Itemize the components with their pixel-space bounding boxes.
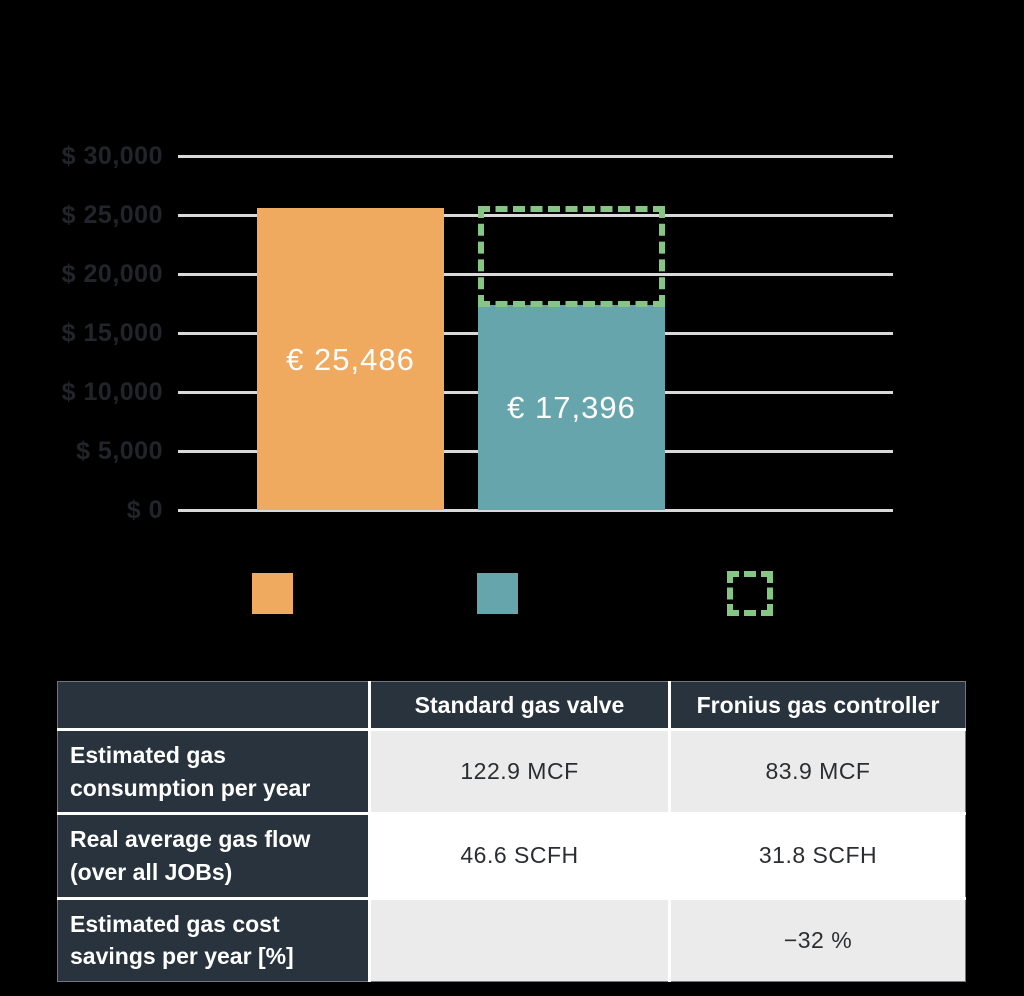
table-row: Estimated gas cost savings per year [%] …	[57, 898, 966, 982]
bar-fronius-gas-controller	[478, 305, 665, 510]
table-row-label: Estimated gas consumption per year	[57, 729, 371, 816]
y-axis-tick-label: $ 5,000	[76, 437, 163, 465]
y-axis-tick-label: $ 10,000	[61, 378, 163, 406]
table-cell: 122.9 MCF	[369, 729, 671, 816]
table-cell: 83.9 MCF	[669, 729, 966, 816]
savings-dashed-outline	[478, 206, 665, 307]
bar-value-label-fronius: € 17,396	[507, 390, 636, 425]
bar-value-label-standard: € 25,486	[286, 342, 415, 377]
gridline	[178, 155, 893, 158]
table-cell: −32 %	[669, 898, 966, 982]
comparison-table: Standard gas valve Fronius gas controlle…	[57, 681, 966, 982]
y-axis-tick-label: $ 15,000	[61, 319, 163, 347]
table-header-standard: Standard gas valve	[369, 681, 671, 731]
y-axis-tick-label: $ 20,000	[61, 260, 163, 288]
gridline	[178, 509, 893, 512]
table-row: Real average gas flow (over all JOBs) 46…	[57, 813, 966, 900]
y-axis-tick-label: $ 25,000	[61, 201, 163, 229]
y-axis-tick-label: $ 30,000	[61, 142, 163, 170]
table-cell: 31.8 SCFH	[669, 813, 966, 900]
table-header-empty	[57, 681, 371, 731]
table-header-fronius: Fronius gas controller	[669, 681, 966, 731]
table-row-label: Real average gas flow (over all JOBs)	[57, 813, 371, 900]
table-row-label: Estimated gas cost savings per year [%]	[57, 898, 371, 982]
table-cell	[369, 898, 671, 982]
bar-standard-gas-valve	[257, 208, 444, 510]
table-cell: 46.6 SCFH	[369, 813, 671, 900]
legend-swatch-standard-gas-valve	[252, 573, 293, 614]
gridline	[178, 273, 893, 276]
legend-swatch-savings	[727, 571, 773, 616]
gridline	[178, 214, 893, 217]
y-axis-tick-label: $ 0	[126, 496, 163, 524]
table-row: Estimated gas consumption per year 122.9…	[57, 729, 966, 816]
legend-swatch-fronius-gas-controller	[477, 573, 518, 614]
